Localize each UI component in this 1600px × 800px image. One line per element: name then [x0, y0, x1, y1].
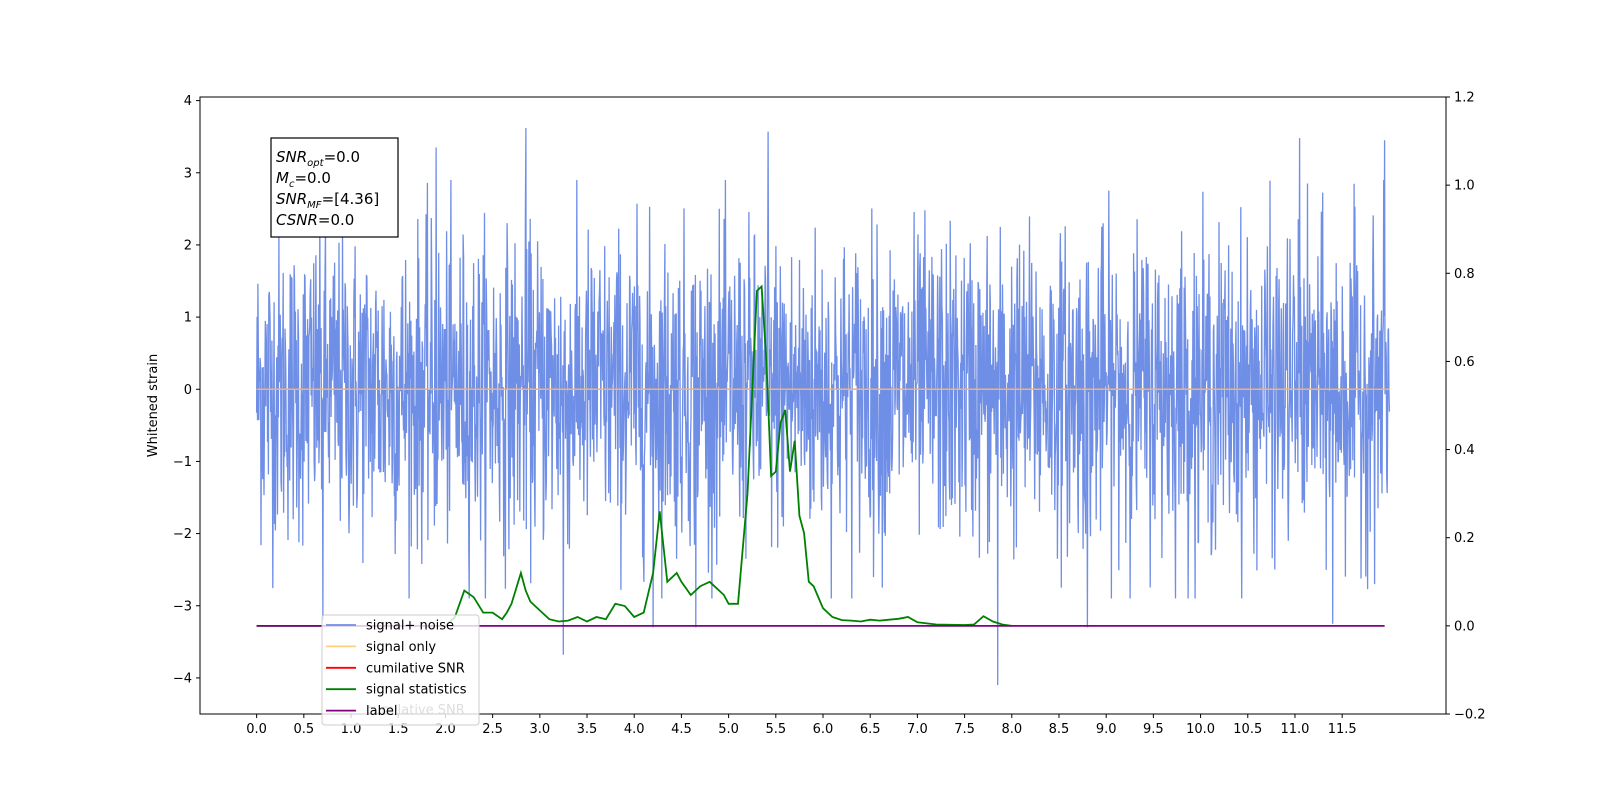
x-tick-label: 6.0: [813, 722, 834, 737]
x-tick-label: 8.5: [1049, 722, 1070, 737]
y2-tick-label: 0.0: [1454, 619, 1475, 634]
y-tick-label: −1: [173, 455, 192, 470]
y-tick-label: 0: [184, 383, 192, 398]
legend-label: signal+ noise: [366, 619, 454, 634]
y-tick-label: 3: [184, 166, 192, 181]
annotation-line: SNRMF=[4.36]: [276, 190, 379, 211]
legend-ghost-text: cumilative SNR: [366, 703, 465, 718]
x-tick-label: 4.5: [671, 722, 692, 737]
y-tick-label: 2: [184, 238, 192, 253]
y-axis-label: Whitened strain: [146, 354, 161, 457]
x-tick-label: 7.5: [954, 722, 975, 737]
x-tick-label: 1.5: [388, 722, 409, 737]
x-tick-label: 7.0: [907, 722, 928, 737]
signal-noise-line: [255, 127, 1391, 686]
x-tick-label: 4.0: [624, 722, 645, 737]
x-tick-label: 10.5: [1233, 722, 1262, 737]
x-axis: 0.0 0.5 1.0 1.5 2.0 2.5 3.0 3.5 4.0 4.5 5.0 5.5 6.0 6…: [246, 714, 1357, 737]
x-tick-label: 5.0: [718, 722, 739, 737]
y-tick-label: −4: [173, 671, 192, 686]
legend-label: signal statistics: [366, 683, 467, 698]
y-tick-label: −3: [173, 599, 192, 614]
x-tick-label: 9.5: [1143, 722, 1164, 737]
y-tick-label: 4: [184, 94, 192, 109]
x-tick-label: 0.5: [293, 722, 314, 737]
legend-label: signal only: [366, 640, 436, 655]
y2-tick-label: 1.2: [1454, 91, 1475, 106]
annotation-line: SNRopt=0.0: [276, 148, 360, 169]
legend-label: cumilative SNR: [366, 661, 465, 676]
y-tick-label: −2: [173, 527, 192, 542]
signal-statistics-series: [256, 284, 1012, 627]
y-tick-label: 1: [184, 311, 192, 326]
y2-tick-label: 0.4: [1454, 443, 1475, 458]
x-tick-label: 8.0: [1001, 722, 1022, 737]
x-tick-label: 1.0: [341, 722, 362, 737]
y-axis-left: −4 −3 −2 −1 0 1 2 3 4: [173, 94, 200, 686]
x-tick-label: 3.5: [577, 722, 598, 737]
x-tick-label: 0.0: [246, 722, 267, 737]
x-tick-label: 2.0: [435, 722, 456, 737]
signal-statistics-line: [256, 284, 1012, 627]
y2-tick-label: −0.2: [1454, 708, 1486, 723]
x-tick-label: 3.0: [529, 722, 550, 737]
legend-frame: [321, 614, 480, 726]
y2-tick-label: 0.6: [1454, 355, 1475, 370]
x-tick-label: 11.5: [1328, 722, 1357, 737]
y2-tick-label: 0.2: [1454, 531, 1475, 546]
y2-tick-label: 1.0: [1454, 179, 1475, 194]
x-tick-label: 2.5: [482, 722, 503, 737]
annotation-line: CSNR=0.0: [276, 211, 354, 229]
x-tick-label: 11.0: [1280, 722, 1309, 737]
y-axis-right: −0.2 0.0 0.2 0.4 0.6 0.8 1.0 1.2: [1446, 91, 1486, 723]
annotation-frame: [270, 137, 399, 238]
x-tick-label: 9.0: [1096, 722, 1117, 737]
x-tick-label: 10.0: [1186, 722, 1215, 737]
signal-noise-series: [255, 127, 1391, 686]
legend: cumilative SNR signal+ noise signal only cu…: [321, 614, 480, 726]
x-tick-label: 6.5: [860, 722, 881, 737]
annotation-line: Mc=0.0: [276, 169, 331, 190]
x-tick-label: 5.5: [765, 722, 786, 737]
y2-tick-label: 0.8: [1454, 267, 1475, 282]
legend-label: label: [366, 704, 397, 719]
